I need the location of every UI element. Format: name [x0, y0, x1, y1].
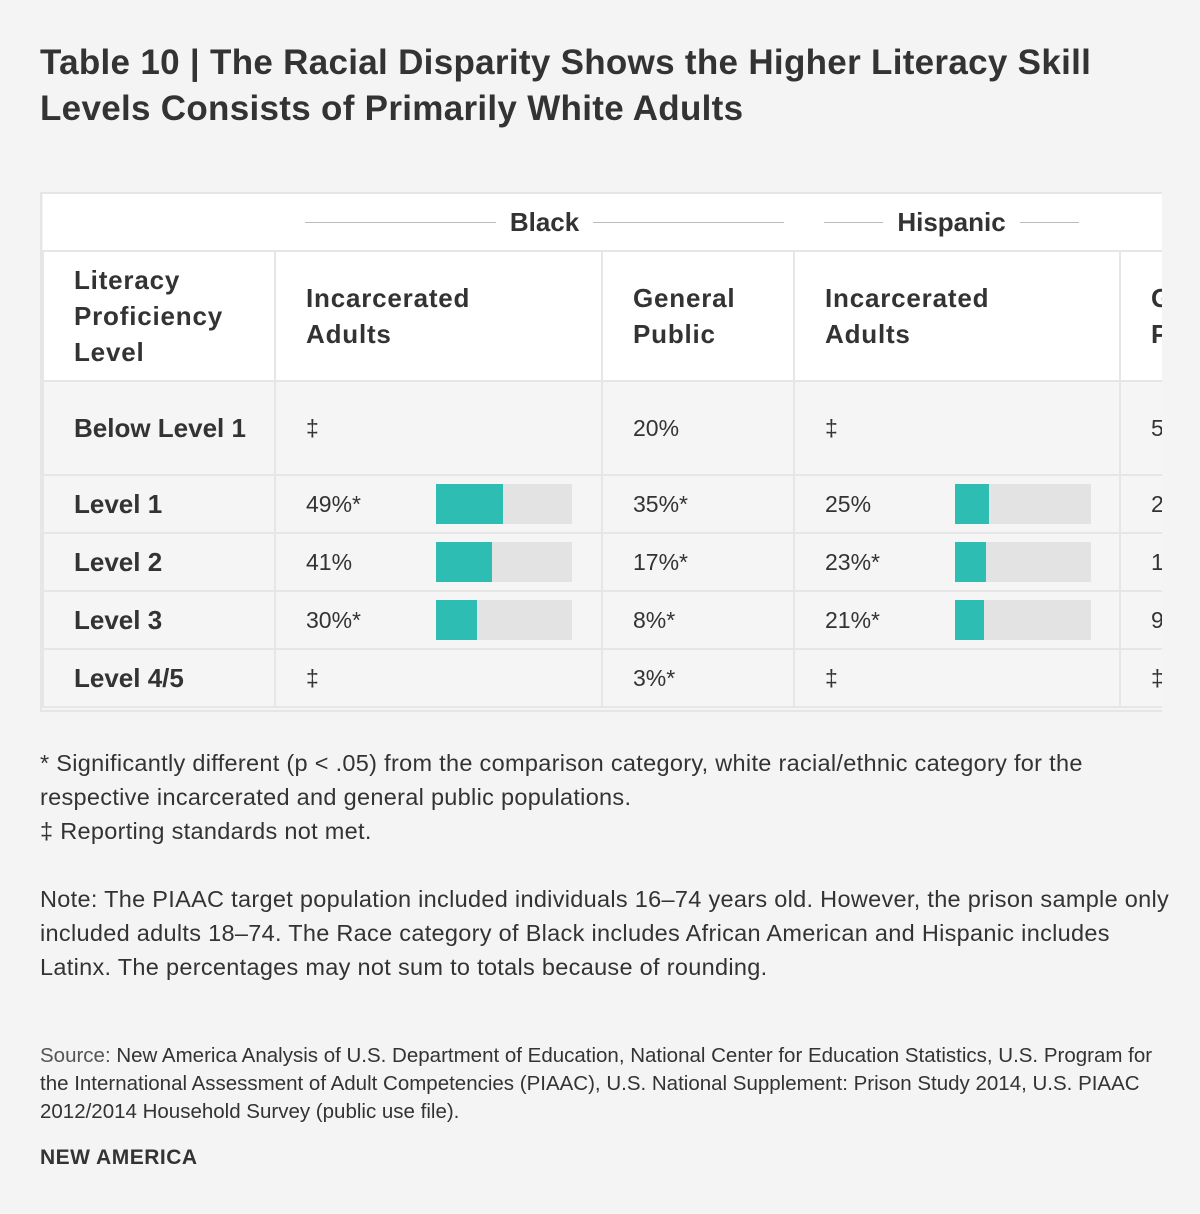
footnotes: * Significantly different (p < .05) from… — [40, 746, 1170, 848]
level-label: Level 3 — [42, 590, 276, 650]
value: ‡ — [825, 414, 838, 441]
level-label: Level 2 — [42, 532, 276, 592]
group-header-hispanic: Hispanic — [794, 194, 1162, 252]
bar-fill — [955, 542, 987, 582]
data-table-container: Black Hispanic Literacy Proficiency Leve… — [40, 192, 1162, 712]
black-incarcerated-cell: 30%* — [274, 590, 603, 650]
population-note: Note: The PIAAC target population includ… — [40, 886, 1170, 980]
table-row: Level 3 30%* 8%* 21%* 9 — [42, 590, 1162, 650]
black-general-cell: 3%* — [600, 648, 796, 708]
value: 49%* — [306, 490, 361, 517]
black-incarcerated-cell: 41% — [274, 532, 603, 592]
hispanic-general-cell: 5 — [1119, 380, 1162, 476]
table-row: Level 1 49%* 35%* 25% 2 — [42, 474, 1162, 534]
hispanic-incarcerated-cell: 23%* — [793, 532, 1122, 592]
black-incarcerated-cell: ‡ — [274, 648, 603, 708]
hispanic-incarcerated-cell: 25% — [793, 474, 1122, 534]
group-header-black: Black — [275, 194, 795, 252]
table-title: Table 10 | The Racial Disparity Shows th… — [40, 43, 1092, 128]
black-incarcerated-cell: 49%* — [274, 474, 603, 534]
value: 21%* — [825, 606, 880, 633]
data-table: Black Hispanic Literacy Proficiency Leve… — [42, 194, 1162, 708]
value: 30%* — [306, 606, 361, 633]
bar-fill — [436, 542, 492, 582]
hispanic-incarcerated-cell: ‡ — [793, 648, 1122, 708]
level-label: Level 4/5 — [42, 648, 276, 708]
column-header: Incarcerated Adults — [274, 250, 603, 382]
value: 25% — [825, 490, 872, 517]
level-label: Below Level 1 — [42, 380, 276, 476]
bar-track — [955, 542, 1092, 582]
bar-fill — [955, 484, 990, 524]
black-general-cell: 20% — [600, 380, 796, 476]
column-header: Incarcerated Adults — [793, 250, 1122, 382]
value: 23%* — [825, 548, 880, 575]
column-header: General Public — [600, 250, 796, 382]
black-general-cell: 17%* — [600, 532, 796, 592]
bar-track — [436, 600, 572, 640]
hispanic-incarcerated-cell: ‡ — [793, 380, 1122, 476]
table-row: Below Level 1 ‡ 20% ‡ 5 — [42, 380, 1162, 476]
black-incarcerated-cell: ‡ — [274, 380, 603, 476]
table-row: Level 2 41% 17%* 23%* 1 — [42, 532, 1162, 592]
value: ‡ — [306, 414, 319, 441]
significance-note: * Significantly different (p < .05) from… — [40, 750, 1083, 810]
table-row: Level 4/5 ‡ 3%* ‡ ‡ — [42, 648, 1162, 708]
bar-track — [436, 542, 572, 582]
bar-fill — [436, 600, 477, 640]
hispanic-incarcerated-cell: 21%* — [793, 590, 1122, 650]
brand-logo: NEW AMERICA — [40, 1146, 198, 1169]
source-note: Source: New America Analysis of U.S. Dep… — [40, 1044, 1153, 1123]
value: ‡ — [825, 664, 838, 691]
bar-track — [955, 484, 1092, 524]
black-general-cell: 35%* — [600, 474, 796, 534]
value: 41% — [306, 548, 353, 575]
level-label: Level 1 — [42, 474, 276, 534]
black-general-cell: 8%* — [600, 590, 796, 650]
bar-track — [436, 484, 572, 524]
hispanic-general-cell: ‡ — [1119, 648, 1162, 708]
hispanic-general-cell: 1 — [1119, 532, 1162, 592]
bar-fill — [436, 484, 503, 524]
bar-fill — [955, 600, 984, 640]
hispanic-general-cell: 2 — [1119, 474, 1162, 534]
column-header: Literacy Proficiency Level — [42, 250, 276, 382]
reporting-note: ‡ Reporting standards not met. — [40, 818, 372, 844]
bar-track — [955, 600, 1092, 640]
hispanic-general-cell: 9 — [1119, 590, 1162, 650]
value: ‡ — [306, 664, 319, 691]
column-header: General Public — [1119, 250, 1162, 382]
